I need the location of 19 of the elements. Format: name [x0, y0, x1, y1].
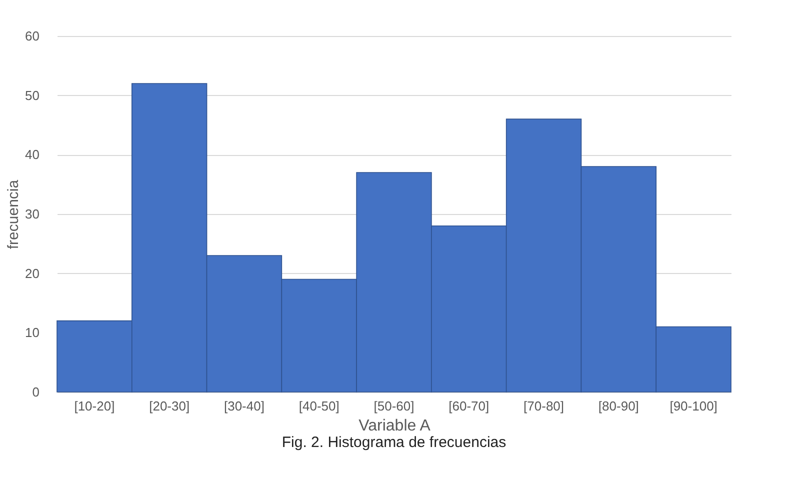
y-tick-label: 30 — [25, 206, 40, 222]
y-tick-label: 0 — [32, 384, 40, 400]
x-axis-title: Variable A — [358, 418, 431, 434]
y-tick-label: 10 — [25, 325, 40, 340]
y-axis-title: frecuencia — [5, 179, 22, 250]
x-tick-label: [50-60] — [374, 398, 414, 414]
y-tick-label: 40 — [25, 147, 40, 162]
x-tick-label: [70-80] — [524, 398, 564, 414]
y-tick-label: 50 — [25, 88, 40, 103]
x-tick-label: [80-90] — [598, 398, 639, 414]
x-tick-label: [30-40] — [224, 398, 264, 414]
y-tick-label: 20 — [25, 266, 40, 281]
x-tick-label: [60-70] — [448, 398, 490, 414]
caption: Fig. 2. Histograma de frecuencias — [282, 434, 506, 451]
y-tick-label: 60 — [25, 28, 40, 44]
x-tick-label: [10-20] — [74, 398, 115, 414]
x-tick-label: [20-30] — [149, 398, 190, 414]
x-tick-label: [40-50] — [298, 398, 340, 414]
x-tick-label: [90-100] — [670, 398, 718, 414]
